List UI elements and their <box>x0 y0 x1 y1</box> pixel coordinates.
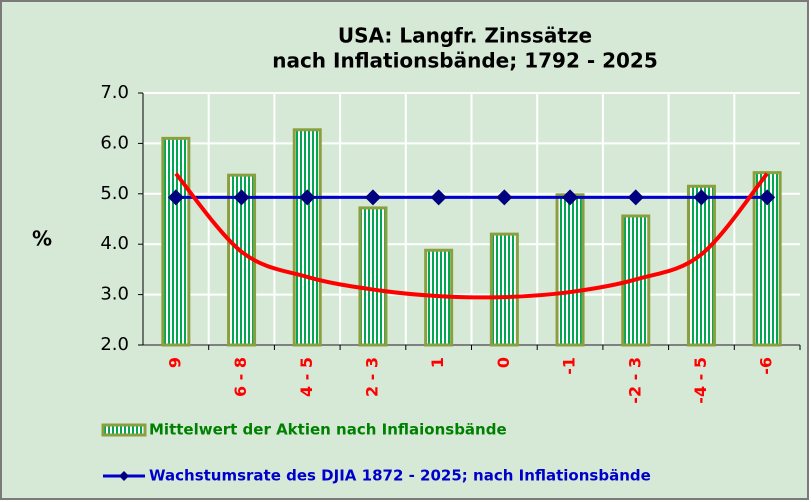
x-tick-label: -6 <box>757 357 776 375</box>
trend-curve <box>174 172 769 300</box>
legend-label: Mittelwert der Aktien nach Inflaionsbänd… <box>149 421 507 439</box>
line-marker <box>430 189 447 206</box>
y-tick-label: 4.0 <box>100 233 129 254</box>
y-tick-label: 2.0 <box>100 334 129 355</box>
bar <box>161 136 191 347</box>
bar <box>489 232 519 347</box>
legend-marker <box>119 471 129 481</box>
line-marker <box>759 189 776 206</box>
line-marker <box>299 189 316 206</box>
legend-swatch <box>101 423 147 437</box>
x-tick-label: 9 <box>165 357 184 368</box>
y-tick-label: 7.0 <box>100 82 129 103</box>
line-marker <box>693 189 710 206</box>
line-marker <box>627 189 644 206</box>
legend-label: Wachstumsrate des DJIA 1872 - 2025; nach… <box>149 467 651 485</box>
y-tick-label: 6.0 <box>100 132 129 153</box>
chart-title: USA: Langfr. Zinssätze <box>338 24 592 48</box>
x-tick-label: -1 <box>560 357 579 375</box>
line-marker <box>364 189 381 206</box>
y-tick-label: 5.0 <box>100 183 129 204</box>
line-marker <box>562 189 579 206</box>
y-axis-label: % <box>32 227 52 251</box>
bar <box>555 193 585 347</box>
x-tick-label: 0 <box>494 357 513 368</box>
x-tick-label: -4 - 5 <box>691 357 710 404</box>
x-tick-label: 2 - 3 <box>362 357 381 397</box>
bar <box>358 206 388 347</box>
x-tick-label: 1 <box>428 357 447 368</box>
y-tick-label: 3.0 <box>100 284 129 305</box>
bar <box>292 128 322 347</box>
chart-title: nach Inflationsbände; 1792 - 2025 <box>272 49 658 73</box>
x-tick-label: -2 - 3 <box>625 357 644 404</box>
line-marker <box>233 189 250 206</box>
line-marker <box>496 189 513 206</box>
x-tick-label: 4 - 5 <box>297 357 316 397</box>
x-tick-label: 6 - 8 <box>231 357 250 397</box>
line-marker <box>167 189 184 206</box>
bar <box>686 184 716 347</box>
